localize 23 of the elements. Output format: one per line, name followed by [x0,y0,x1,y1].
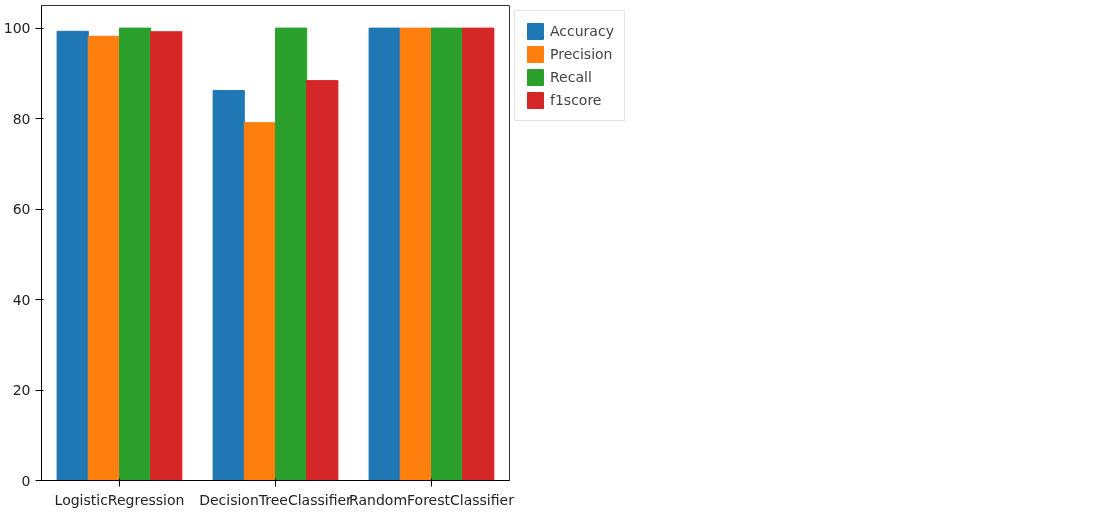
bar [150,31,183,481]
y-tick-label: 100 [3,20,31,37]
x-tick-label: LogisticRegression [54,491,185,508]
bar [431,27,464,481]
bar [275,27,308,481]
y-tick-label: 40 [12,291,31,308]
legend-label: Precision [550,46,613,62]
y-tick-label: 60 [12,201,31,218]
bar [56,30,89,481]
y-tick-label: 0 [21,472,31,489]
bar [306,80,339,481]
bar [462,27,495,481]
bar [243,122,276,481]
bar [399,27,432,481]
legend-label: Recall [550,69,592,85]
legend-label: f1score [550,92,602,108]
legend-label: Accuracy [550,23,614,39]
y-tick-label: 20 [12,382,31,399]
bar [368,27,401,481]
bar [87,35,120,481]
y-tick-label: 80 [12,110,31,127]
bar [212,90,245,481]
bar [119,27,152,481]
